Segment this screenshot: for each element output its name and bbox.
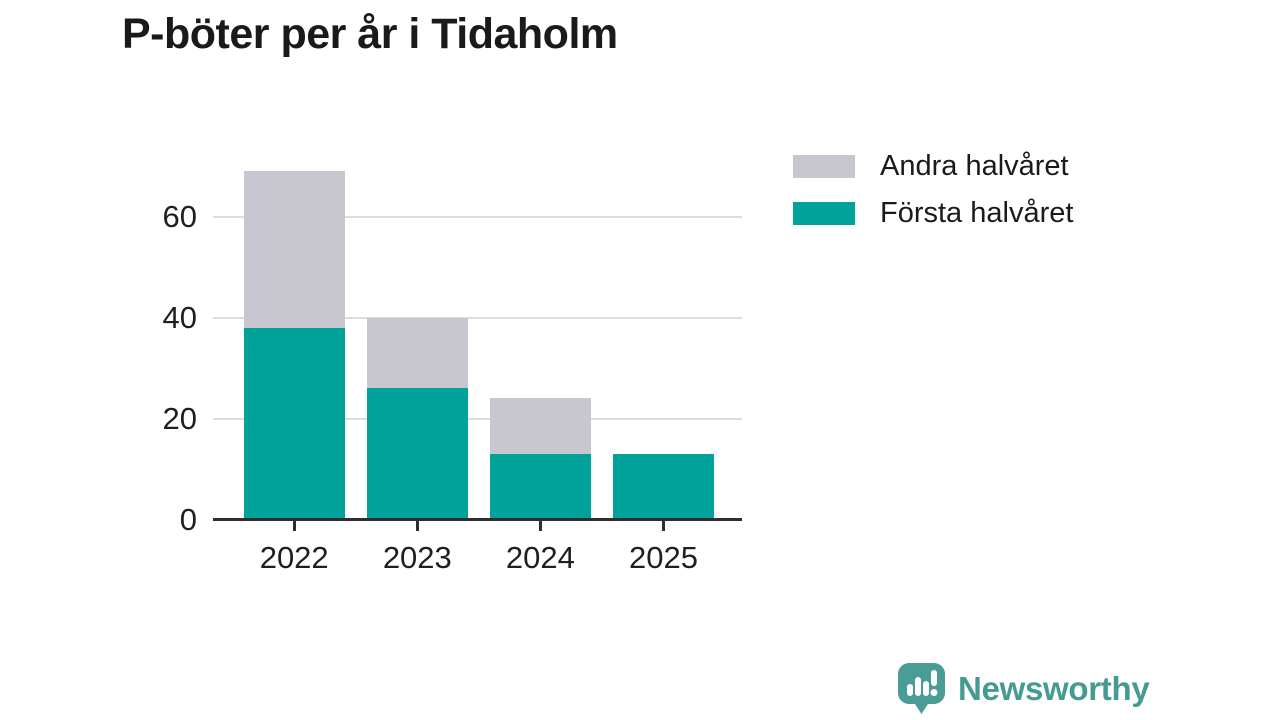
bar-segment-2023-andra-halv-ret (366, 317, 468, 389)
x-axis-tick-label: 2022 (259, 540, 329, 575)
legend-item-andra-halvaret: Andra halvåret (793, 150, 1073, 182)
legend-item-forsta-halvaret: Första halvåret (793, 197, 1073, 229)
gridline-20 (213, 417, 742, 420)
x-axis-tick-2023 (415, 521, 419, 531)
gridline-60 (213, 215, 742, 218)
gridline-40 (213, 316, 742, 319)
legend-swatch-forsta-halvaret (793, 202, 855, 225)
brand-footer: Newsworthy (898, 663, 1150, 714)
bar-segment-2025-f-rsta-halv-ret (613, 453, 714, 520)
x-axis-tick-label: 2025 (629, 540, 698, 575)
bar-segment-2022-f-rsta-halv-ret (243, 327, 345, 520)
y-axis-tick-label: 40 (162, 299, 197, 335)
bar-segment-2023-f-rsta-halv-ret (366, 388, 468, 520)
x-axis-line (213, 518, 742, 521)
newsworthy-logo-icon (898, 663, 945, 714)
bar-segment-2024-f-rsta-halv-ret (489, 453, 591, 520)
x-axis-tick-label: 2023 (382, 540, 452, 575)
x-axis-tick-2024 (538, 521, 542, 531)
bar-segment-2022-andra-halv-ret (243, 171, 345, 328)
legend-label-forsta-halvaret: Första halvåret (880, 197, 1074, 229)
brand-name: Newsworthy (958, 669, 1150, 707)
y-axis-tick-label: 20 (162, 400, 197, 436)
bar-segment-2024-andra-halv-ret (489, 398, 591, 454)
x-axis-tick-2025 (662, 521, 665, 531)
y-axis-tick-label: 60 (162, 198, 197, 234)
legend-swatch-andra-halvaret (793, 155, 855, 178)
legend: Andra halvåret Första halvåret (793, 150, 1073, 249)
y-axis-tick-label: 0 (179, 501, 197, 537)
x-axis-tick-label: 2024 (505, 540, 575, 575)
x-axis-tick-2022 (292, 521, 296, 531)
chart-title: P-böter per år i Tidaholm (122, 10, 618, 58)
legend-label-andra-halvaret: Andra halvåret (880, 150, 1069, 182)
